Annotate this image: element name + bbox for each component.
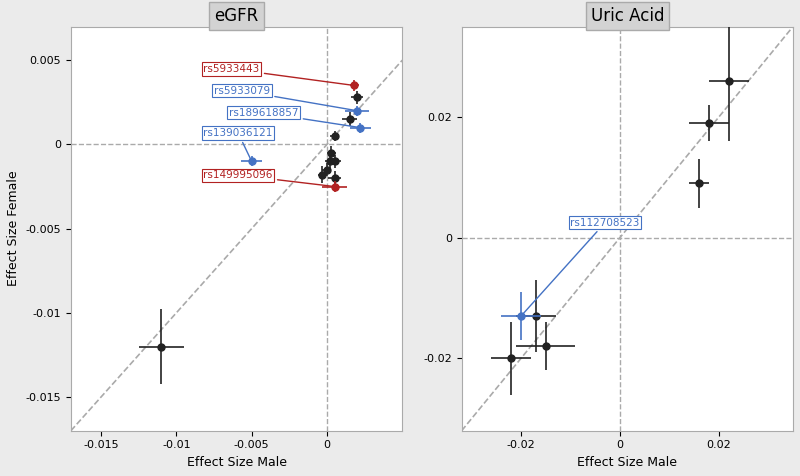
- X-axis label: Effect Size Male: Effect Size Male: [186, 456, 286, 469]
- Text: rs112708523: rs112708523: [523, 218, 640, 314]
- Y-axis label: Effect Size Female: Effect Size Female: [7, 171, 20, 287]
- X-axis label: Effect Size Male: Effect Size Male: [578, 456, 678, 469]
- Text: rs189618857: rs189618857: [229, 108, 358, 127]
- Text: rs149995096: rs149995096: [203, 170, 332, 186]
- Text: rs5933443: rs5933443: [203, 64, 351, 85]
- Title: Uric Acid: Uric Acid: [590, 7, 664, 25]
- Text: rs5933079: rs5933079: [214, 86, 354, 110]
- Text: rs139036121: rs139036121: [203, 128, 273, 159]
- Title: eGFR: eGFR: [214, 7, 258, 25]
